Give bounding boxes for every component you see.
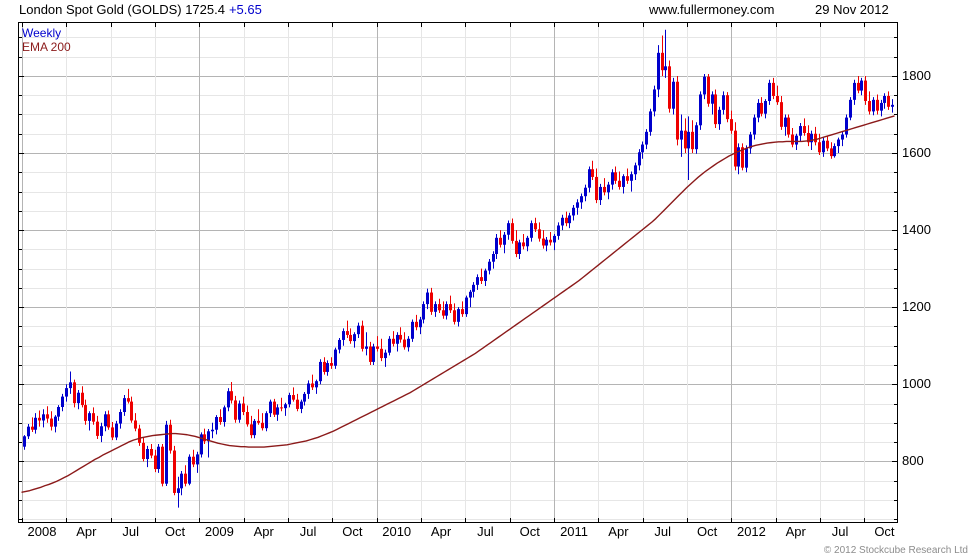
- y-axis-tick-label: 1000: [902, 376, 931, 392]
- x-axis-tick-label: Jul: [831, 524, 849, 539]
- axis-frame: [18, 22, 898, 523]
- x-axis-tick-label: Oct: [696, 524, 718, 539]
- y-axis-tick-label: 1800: [902, 67, 931, 83]
- price-change: +5.65: [228, 2, 262, 17]
- x-axis-labels: 2008 Apr Jul Oct 2009 Apr Jul Oct 2010 Apr Jul Oct 2…: [0, 524, 980, 544]
- x-axis-tick-label: Oct: [164, 524, 186, 539]
- plot-area: [18, 22, 898, 523]
- x-axis-tick-label: Oct: [519, 524, 540, 539]
- chart-header: London Spot Gold (GOLDS) 1725.4 +5.65 www…: [0, 0, 980, 22]
- x-axis-tick-label: 2009: [204, 524, 234, 539]
- copyright-notice: © 2012 Stockcube Research Ltd: [823, 545, 968, 556]
- x-axis-tick-label: Jul: [477, 524, 494, 539]
- grid-lines: [18, 22, 898, 523]
- x-axis-tick-label: Apr: [253, 524, 274, 539]
- x-axis-tick-label: 2008: [27, 524, 57, 539]
- x-axis-tick-label: Apr: [608, 524, 629, 539]
- website-label: www.fullermoney.com: [649, 2, 775, 17]
- instrument-name-and-price: London Spot Gold (GOLDS) 1725.4: [19, 2, 225, 17]
- x-axis-tick-label: Apr: [76, 524, 97, 539]
- y-axis-tick-label: 1200: [902, 299, 931, 315]
- chart-date: 29 Nov 2012: [815, 2, 889, 17]
- x-axis-tick-label: Apr: [430, 524, 452, 539]
- x-axis-tick-label: Jul: [299, 524, 317, 539]
- y-axis-tick-label: 800: [902, 453, 924, 469]
- x-axis-tick-label: Apr: [785, 524, 806, 539]
- ema-overlay: [21, 115, 895, 493]
- x-axis-tick-label: Jul: [654, 524, 672, 539]
- y-axis-tick-label: 1400: [902, 222, 931, 238]
- x-axis-tick-label: 2012: [736, 524, 766, 539]
- x-axis-tick-label: 2010: [382, 524, 412, 539]
- candle-series: [23, 29, 894, 508]
- y-axis-tick-label: 1600: [902, 145, 931, 161]
- x-axis-tick-label: Oct: [342, 524, 363, 539]
- x-axis-tick-label: 2011: [560, 524, 589, 539]
- y-axis-labels: 800 1000 1200 1400 1600 1800: [902, 22, 978, 523]
- candlestick-plot: [18, 22, 898, 523]
- instrument-title: London Spot Gold (GOLDS) 1725.4 +5.65: [19, 2, 262, 17]
- x-axis-tick-label: Jul: [122, 524, 139, 539]
- x-axis-tick-label: Oct: [874, 524, 895, 539]
